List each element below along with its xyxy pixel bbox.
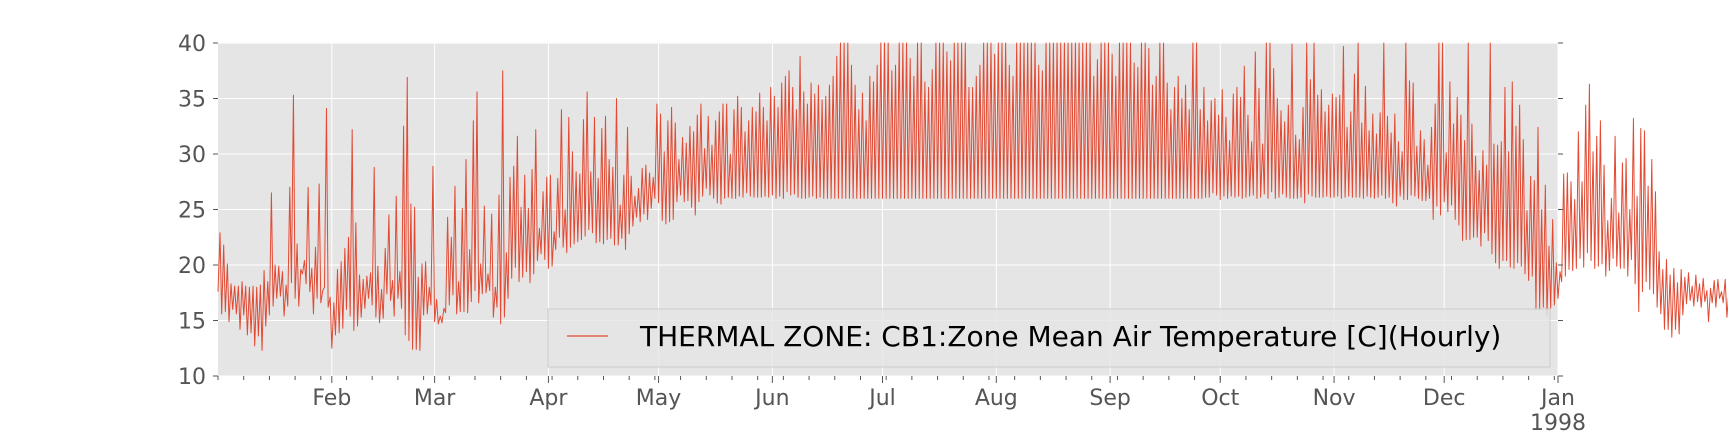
x-tick-label: May bbox=[636, 386, 681, 411]
legend-label: THERMAL ZONE: CB1:Zone Mean Air Temperat… bbox=[639, 320, 1501, 353]
x-tick-label: Nov bbox=[1313, 386, 1356, 411]
series-line-0 bbox=[217, 42, 1728, 351]
y-tick-label: 25 bbox=[178, 199, 206, 224]
x-tick-label: Jan 1998 bbox=[1530, 386, 1586, 432]
x-tick-label: Feb bbox=[312, 386, 351, 411]
y-tick-label: 15 bbox=[178, 310, 206, 335]
x-axis-tick-labels: Feb Mar Apr May Jun Jul Aug Sep Oct Nov Dec Jan 1998 bbox=[312, 386, 1586, 432]
y-tick-label: 30 bbox=[178, 143, 206, 168]
y-axis-tick-labels: 10 15 20 25 30 35 40 bbox=[178, 32, 206, 390]
x-tick-label: Mar bbox=[414, 386, 456, 411]
series-group bbox=[217, 42, 1728, 351]
x-tick-label: Jun bbox=[753, 386, 789, 411]
x-tick-label: Jul bbox=[867, 386, 896, 411]
x-tick-label: Aug bbox=[975, 386, 1018, 411]
y-tick-label: 40 bbox=[178, 32, 206, 57]
y-tick-label: 35 bbox=[178, 88, 206, 113]
x-tick-label: Apr bbox=[529, 386, 568, 411]
legend: THERMAL ZONE: CB1:Zone Mean Air Temperat… bbox=[547, 308, 1551, 368]
y-tick-label: 20 bbox=[178, 254, 206, 279]
legend-box bbox=[547, 308, 1551, 368]
x-tick-label: Oct bbox=[1201, 386, 1239, 411]
axis-ticks bbox=[213, 42, 1563, 383]
x-tick-label: Dec bbox=[1423, 386, 1466, 411]
y-tick-label: 10 bbox=[178, 365, 206, 390]
x-tick-label: Sep bbox=[1089, 386, 1130, 411]
